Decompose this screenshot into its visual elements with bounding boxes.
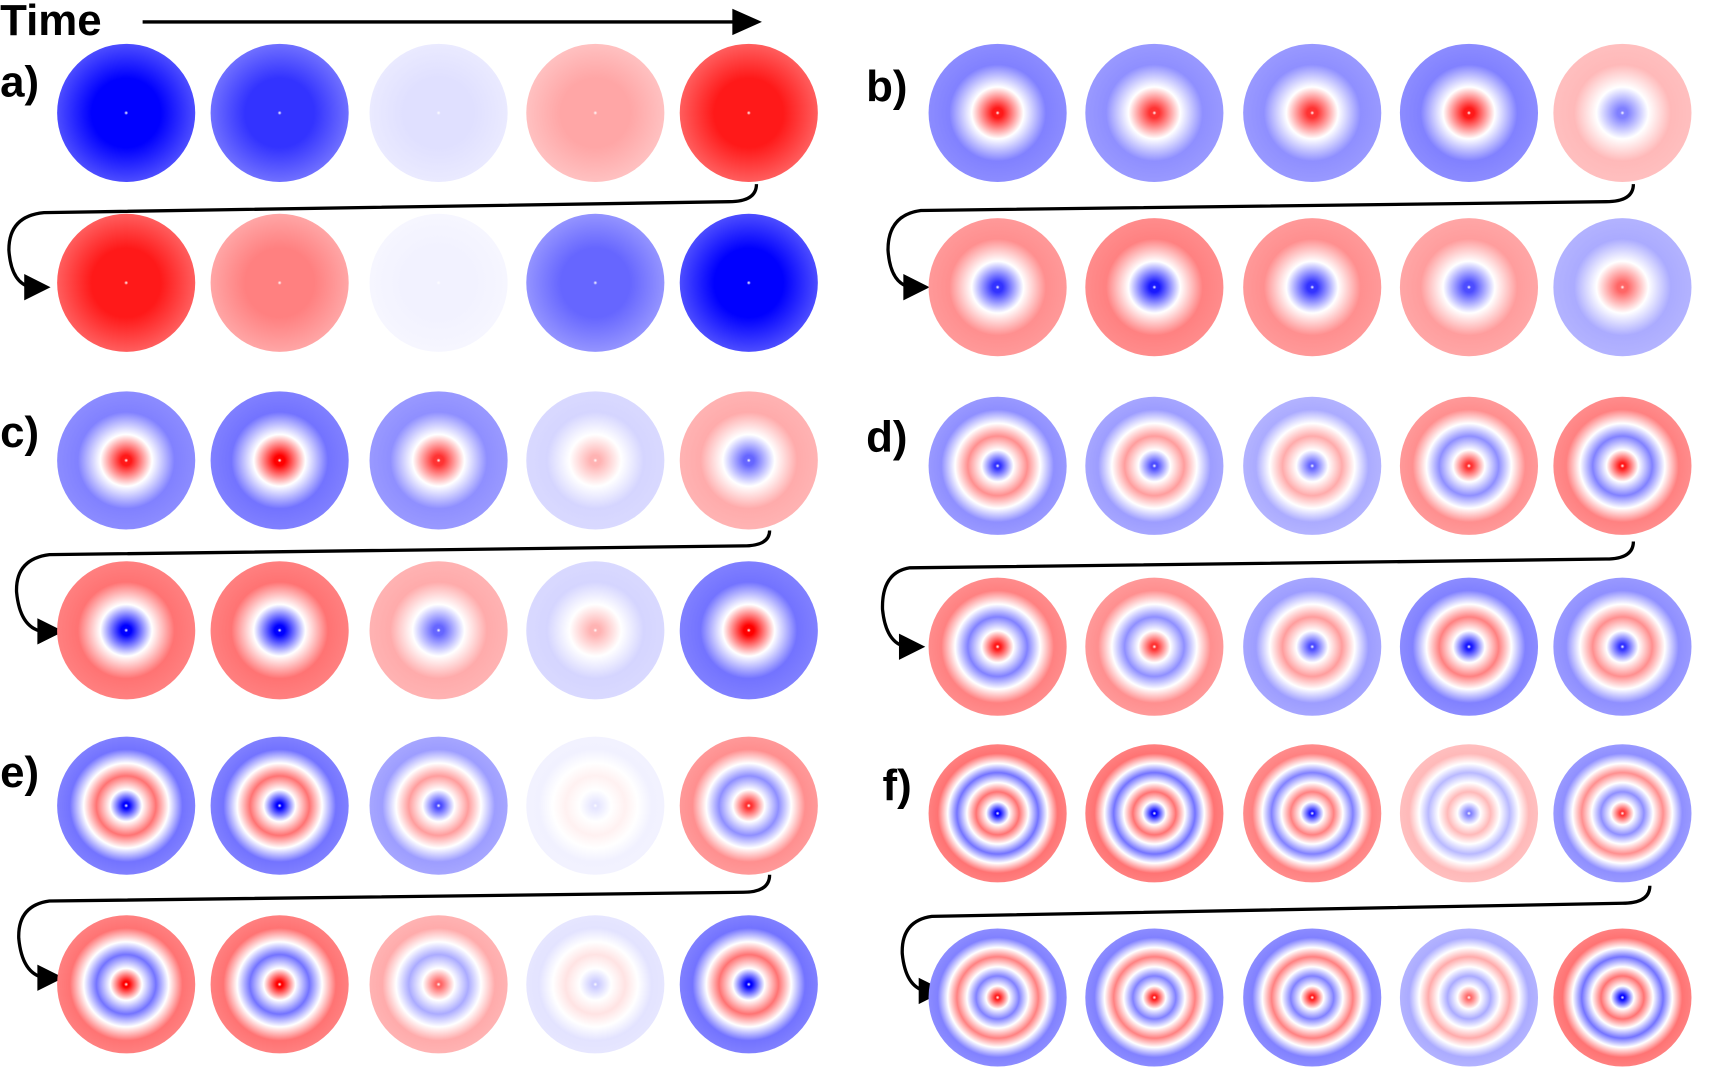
mode-disc	[679, 391, 818, 530]
mode-disc	[1399, 218, 1539, 357]
panel-label: a)	[0, 57, 39, 106]
mode-disc	[57, 561, 196, 700]
mode-disc	[57, 915, 196, 1054]
mode-disc	[1553, 928, 1692, 1067]
mode-disc	[1243, 218, 1382, 357]
row-arrow	[886, 184, 1636, 289]
mode-disc	[1085, 577, 1224, 716]
mode-disc	[369, 915, 508, 1054]
mode-disc	[1243, 396, 1382, 535]
arrowhead	[898, 633, 926, 660]
mode-disc	[210, 213, 349, 352]
mode-snapshots	[57, 43, 1692, 1067]
mode-disc	[1553, 218, 1692, 357]
mode-disc	[928, 744, 1067, 883]
mode-disc	[1399, 396, 1539, 535]
mode-disc	[1243, 744, 1382, 883]
mode-disc	[1553, 744, 1692, 883]
mode-disc	[1553, 43, 1692, 182]
mode-disc	[369, 213, 508, 352]
mode-disc	[928, 396, 1067, 535]
arrowhead	[903, 274, 930, 301]
mode-disc	[526, 736, 665, 875]
mode-disc	[1243, 577, 1382, 716]
mode-disc	[210, 391, 349, 530]
mode-disc	[210, 561, 349, 700]
panel-label: d)	[866, 413, 907, 462]
mode-disc	[679, 561, 818, 700]
row-arrow	[880, 541, 1636, 649]
mode-disc	[1399, 744, 1539, 883]
mode-disc	[369, 561, 508, 700]
mode-disc	[526, 213, 665, 352]
mode-disc	[928, 577, 1067, 716]
mode-disc	[679, 736, 818, 875]
mode-disc	[1085, 744, 1224, 883]
arrowhead	[24, 274, 51, 301]
mode-disc	[57, 43, 196, 182]
mode-disc	[57, 391, 196, 530]
mode-disc	[210, 736, 349, 875]
mode-disc	[1243, 43, 1382, 182]
mode-disc	[526, 561, 665, 700]
mode-disc	[928, 43, 1067, 182]
time-arrowhead	[732, 8, 762, 36]
mode-disc	[526, 391, 665, 530]
arrowhead	[37, 618, 64, 645]
mode-disc	[1399, 577, 1539, 716]
mode-disc	[679, 43, 818, 182]
mode-disc	[1085, 396, 1224, 535]
mode-disc	[369, 43, 508, 182]
row-arrow	[17, 874, 772, 980]
row-arrow	[14, 530, 772, 633]
panel-label: e)	[0, 748, 39, 797]
mode-disc	[1085, 928, 1224, 1067]
mode-disc	[57, 736, 196, 875]
mode-disc	[928, 218, 1067, 357]
panel-label: c)	[0, 408, 39, 457]
row-arrows	[7, 184, 1652, 1005]
mode-disc	[679, 213, 818, 352]
arrowhead	[37, 964, 64, 991]
mode-disc	[1399, 43, 1539, 182]
panel-label: b)	[866, 62, 907, 111]
mode-disc	[1399, 928, 1539, 1067]
row-arrow	[900, 885, 1652, 993]
mode-disc	[1085, 218, 1224, 357]
mode-disc	[210, 43, 349, 182]
mode-disc	[1243, 928, 1382, 1067]
mode-disc	[526, 43, 665, 182]
mode-disc	[928, 928, 1067, 1067]
mode-disc	[1085, 43, 1224, 182]
mode-disc	[1553, 577, 1692, 716]
mode-disc	[57, 213, 196, 352]
mode-disc	[526, 915, 665, 1054]
panel-label: f)	[883, 761, 912, 810]
mode-disc	[369, 391, 508, 530]
mode-disc	[210, 915, 349, 1054]
time-label: Time	[0, 0, 102, 45]
mode-disc	[679, 915, 818, 1054]
row-arrow	[7, 184, 759, 289]
mode-disc	[369, 736, 508, 875]
mode-disc	[1553, 396, 1692, 535]
